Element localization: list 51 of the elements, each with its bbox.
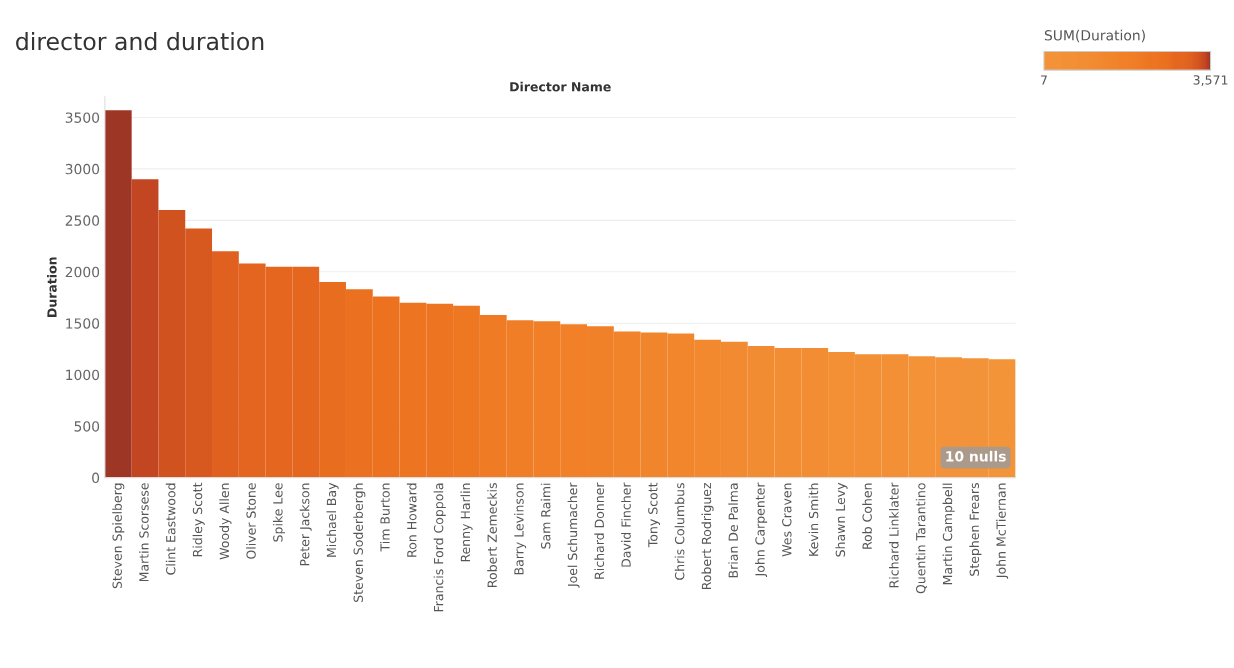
x-tick-label: Stephen Frears (969, 483, 982, 576)
x-tick-label: David Fincher (621, 482, 631, 567)
x-tick-label: Peter Jackson (299, 483, 312, 566)
bar (131, 179, 159, 478)
annotation: 10 nulls (946, 450, 1006, 462)
y-tick-label: 1500 (66, 318, 100, 329)
x-axis-title: Director Name (510, 81, 611, 92)
y-tick-label: 2000 (65, 266, 100, 278)
x-tick-label: Oliver Stone (246, 483, 256, 559)
x-tick-label: Woody Allen (219, 483, 232, 560)
x-tick-label: Richard Donner (594, 482, 605, 579)
y-tick-label: 500 (74, 421, 100, 432)
x-tick-label: Rob Cohen (862, 483, 872, 549)
x-tick-label: John Carpenter (755, 482, 768, 578)
x-tick-label: Clint Eastwood (165, 483, 176, 575)
x-tick-label: Richard Linklater (889, 482, 899, 588)
y-tick-label: 3000 (65, 163, 100, 175)
x-tick-label: Shawn Levy (835, 482, 848, 557)
x-tick-label: Chris Columbus (674, 483, 685, 580)
x-tick-label: Steven Spielberg (112, 483, 125, 589)
y-tick-label: 2500 (65, 215, 100, 226)
y-tick-label: 0 (92, 472, 100, 484)
y-tick-label: 1000 (66, 369, 100, 381)
x-tick-label: Michael Bay (326, 482, 339, 557)
color-bar-label: 7 (1041, 75, 1047, 85)
x-tick-label: Steven Soderbergh (353, 483, 366, 602)
x-tick-label: Kevin Smith (808, 483, 819, 556)
x-tick-label: Joel Schumacher (567, 482, 580, 588)
x-tick-label: Quentin Tarantino (915, 483, 927, 594)
color-bar-title: SUM(Duration) (1044, 29, 1145, 43)
x-tick-label: Martin Scorsese (139, 483, 149, 582)
x-tick-label: Spike Lee (272, 483, 286, 542)
x-tick-label: Robert Rodriguez (701, 483, 714, 590)
y-tick-label: 3500 (65, 112, 100, 123)
x-tick-label: Ridley Scott (192, 482, 205, 557)
x-tick-label: Robert Zemeckis (487, 483, 497, 587)
x-tick-label: Renny Harlin (460, 483, 473, 562)
x-tick-label: Martin Campbell (942, 483, 955, 585)
x-tick-label: Brian De Palma (728, 483, 738, 578)
bar (104, 110, 132, 478)
x-tick-label: Barry Levinson (514, 483, 527, 575)
x-tick-label: John McTiernan (996, 483, 1009, 579)
x-tick-label: Wes Craven (782, 483, 792, 557)
x-tick-label: Tony Scott (648, 482, 661, 548)
x-tick-label: Francis Ford Coppola (433, 483, 446, 612)
x-tick-label: Tim Burton (380, 483, 390, 552)
color-bar-label: 3,571 (1193, 75, 1228, 86)
x-tick-label: Sam Raimi (540, 483, 551, 549)
y-axis-title: Duration (47, 257, 57, 317)
x-tick-label: Ron Howard (406, 483, 417, 557)
chart-title: director and duration (16, 31, 264, 51)
